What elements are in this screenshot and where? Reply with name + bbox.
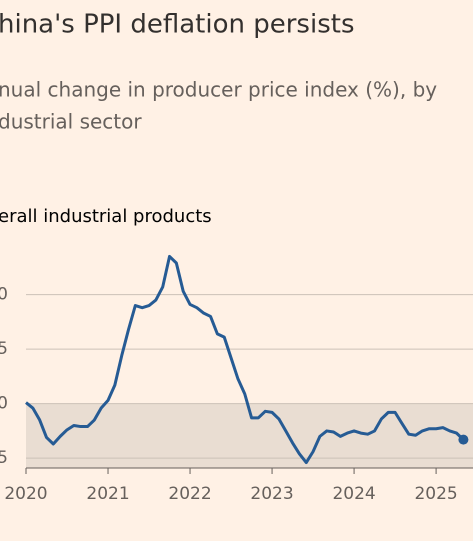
end-marker bbox=[458, 434, 469, 445]
y-tick-label: 5 bbox=[0, 448, 8, 468]
y-tick-label: 5 bbox=[0, 339, 8, 359]
y-tick-label: 0 bbox=[0, 394, 8, 414]
y-tick-label: 0 bbox=[0, 285, 8, 305]
line bbox=[25, 254, 465, 465]
panel-title: erall industrial products bbox=[0, 206, 212, 227]
x-tick-label: 2021 bbox=[86, 484, 129, 504]
x-tick-label: 2025 bbox=[414, 484, 457, 504]
subtitle: dustrial sector bbox=[0, 110, 142, 134]
chart-title: hina's PPI deflation persists bbox=[0, 10, 354, 40]
x-tick-label: 2024 bbox=[332, 484, 375, 504]
subtitle: nual change in producer price index (%),… bbox=[0, 78, 437, 102]
x-tick-label: 2023 bbox=[250, 484, 293, 504]
x-tick-label: 2020 bbox=[4, 484, 47, 504]
x-tick-label: 2022 bbox=[168, 484, 211, 504]
